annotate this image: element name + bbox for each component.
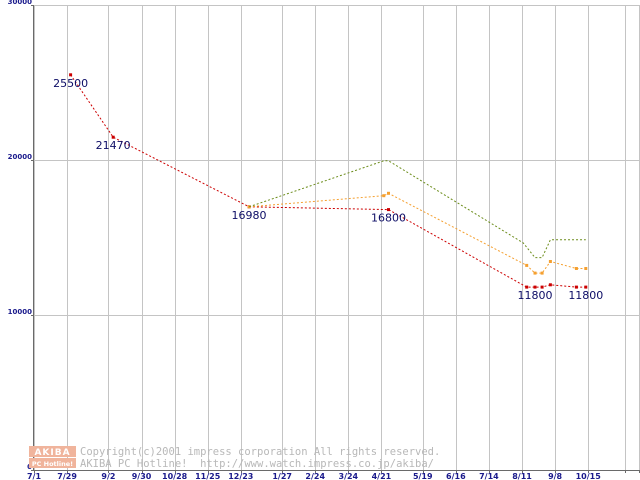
series-orange-point xyxy=(382,194,386,198)
x-tick-label: 9/8 xyxy=(548,472,562,480)
logo-word-pc-hotline: PC Hotline! xyxy=(32,460,73,468)
akiba-logo: AKIBA PC Hotline! xyxy=(29,446,76,468)
chart-grid xyxy=(34,5,640,471)
site-url-line: AKIBA PC Hotline! http://www.watch.impre… xyxy=(80,458,434,470)
x-tick-label: 11/25 xyxy=(195,472,221,480)
series-red-point xyxy=(533,285,537,289)
data-label: 11800 xyxy=(568,289,603,302)
data-label: 16800 xyxy=(371,212,406,225)
x-tick-label: 2/24 xyxy=(305,472,325,480)
series-red-point xyxy=(584,285,588,289)
series-red-point xyxy=(574,285,578,289)
x-tick-label: 7/14 xyxy=(479,472,499,480)
chart-series xyxy=(69,73,588,289)
x-tick-label: 4/21 xyxy=(372,472,392,480)
series-orange-point xyxy=(574,267,578,270)
x-tick-label: 12/23 xyxy=(228,472,253,480)
x-tick-label: 9/30 xyxy=(132,472,152,480)
series-red-point xyxy=(540,285,544,289)
series-orange-line xyxy=(249,192,586,274)
series-red-point xyxy=(387,208,390,212)
x-tick-label: 1/27 xyxy=(272,472,292,480)
logo-word-akiba: AKIBA xyxy=(34,448,70,458)
x-axis-ticks: 7/1 7/29 9/2 9/30 10/28 11/25 12/23 1/27 2/24 3/2… xyxy=(27,470,640,480)
chart-axes xyxy=(33,5,639,471)
copyright-line: Copyright(c)2001 impress corporation All… xyxy=(80,446,440,458)
x-tick-label: 10/15 xyxy=(576,472,602,480)
y-tick-label: 30000 xyxy=(8,0,32,6)
series-orange-point xyxy=(525,263,529,267)
data-labels: 25500 21470 16980 16800 11800 11800 xyxy=(53,77,603,302)
series-orange-point xyxy=(584,267,588,270)
series-olive-line xyxy=(248,160,586,259)
x-tick-label: 9/2 xyxy=(101,472,115,480)
data-label: 16980 xyxy=(232,209,267,222)
series-red-point xyxy=(548,283,552,287)
x-tick-label: 7/1 xyxy=(27,472,41,480)
data-label: 25500 xyxy=(53,77,88,90)
x-tick-label: 6/16 xyxy=(446,472,466,480)
data-label: 21470 xyxy=(96,139,131,152)
data-label: 11800 xyxy=(518,289,553,302)
series-red-line xyxy=(70,74,586,288)
y-tick-label: 10000 xyxy=(8,308,32,316)
series-orange-point xyxy=(387,191,390,195)
x-tick-label: 10/28 xyxy=(162,472,188,480)
x-tick-label: 8/11 xyxy=(512,472,532,480)
x-tick-label: 3/24 xyxy=(339,472,359,480)
series-orange-point xyxy=(548,260,552,263)
copyright-watermark: AKIBA PC Hotline! Copyright(c)2001 impre… xyxy=(29,446,440,470)
y-axis-ticks: 0100002000030000 xyxy=(8,0,34,471)
x-tick-label: 5/19 xyxy=(413,472,433,480)
x-tick-label: 7/29 xyxy=(57,472,77,480)
series-orange-point xyxy=(540,271,544,275)
series-red-point xyxy=(111,135,115,139)
series-red-point xyxy=(69,73,73,77)
series-red-point xyxy=(525,285,529,289)
series-orange-point xyxy=(533,271,537,275)
y-tick-label: 20000 xyxy=(8,153,32,161)
